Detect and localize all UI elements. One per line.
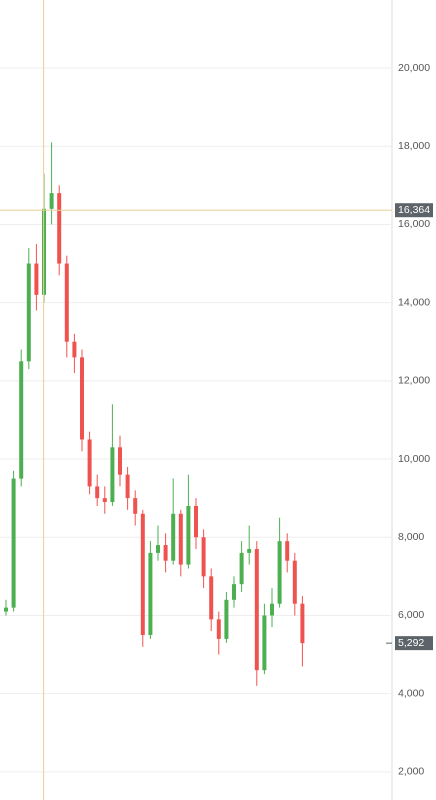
candle-body bbox=[34, 263, 39, 295]
candle-body bbox=[26, 263, 31, 362]
y-tick-label: 8,000 bbox=[398, 531, 424, 543]
candle-body bbox=[140, 513, 145, 635]
candle-body bbox=[19, 361, 24, 479]
candle-body bbox=[285, 541, 290, 561]
price-label-box bbox=[395, 636, 433, 651]
candle-body bbox=[156, 545, 160, 553]
candle-body bbox=[49, 193, 54, 209]
candle-body bbox=[194, 505, 198, 538]
candle-body bbox=[87, 439, 92, 487]
candle-body bbox=[216, 619, 221, 639]
y-tick-label: 16,000 bbox=[398, 218, 430, 230]
candle-body bbox=[57, 193, 62, 264]
last-price-label: 5,292 bbox=[398, 637, 424, 649]
candle-body bbox=[64, 263, 69, 342]
candle-body bbox=[95, 486, 100, 499]
candle-body bbox=[300, 603, 305, 644]
crosshair-price-label: 16,364 bbox=[398, 204, 430, 216]
y-tick-label: 2,000 bbox=[398, 766, 424, 778]
candle-body bbox=[133, 498, 138, 514]
y-tick-label: 12,000 bbox=[398, 375, 430, 387]
y-tick-label: 20,000 bbox=[398, 62, 430, 74]
candle-body bbox=[11, 478, 16, 608]
candle-body bbox=[201, 537, 206, 577]
candle-body bbox=[118, 447, 122, 475]
y-tick-label: 6,000 bbox=[398, 609, 424, 621]
y-tick-label: 14,000 bbox=[398, 296, 430, 308]
y-tick-label: 4,000 bbox=[398, 687, 424, 699]
candle-body bbox=[178, 513, 183, 565]
candle-body bbox=[277, 541, 282, 604]
candle-body bbox=[125, 474, 130, 499]
candle-body bbox=[270, 603, 274, 616]
candle-body bbox=[110, 447, 115, 503]
candle-body bbox=[232, 584, 236, 600]
candle-body bbox=[262, 615, 267, 671]
candle-body bbox=[171, 513, 176, 561]
y-tick-label: 18,000 bbox=[398, 140, 430, 152]
price-label-box bbox=[395, 203, 433, 218]
candle-body bbox=[80, 357, 84, 440]
candle-body bbox=[254, 548, 259, 671]
candle-body bbox=[148, 552, 153, 635]
candle-body bbox=[102, 498, 107, 503]
candle-body bbox=[4, 607, 8, 612]
candle-body bbox=[239, 552, 244, 585]
candle-body bbox=[186, 505, 191, 565]
candle-body bbox=[209, 576, 214, 620]
candle-body bbox=[163, 545, 168, 561]
candle-body bbox=[247, 548, 252, 553]
candle-body bbox=[292, 560, 297, 604]
y-tick-label: 10,000 bbox=[398, 453, 430, 465]
candle-body bbox=[224, 599, 229, 639]
candle-body bbox=[72, 341, 77, 358]
